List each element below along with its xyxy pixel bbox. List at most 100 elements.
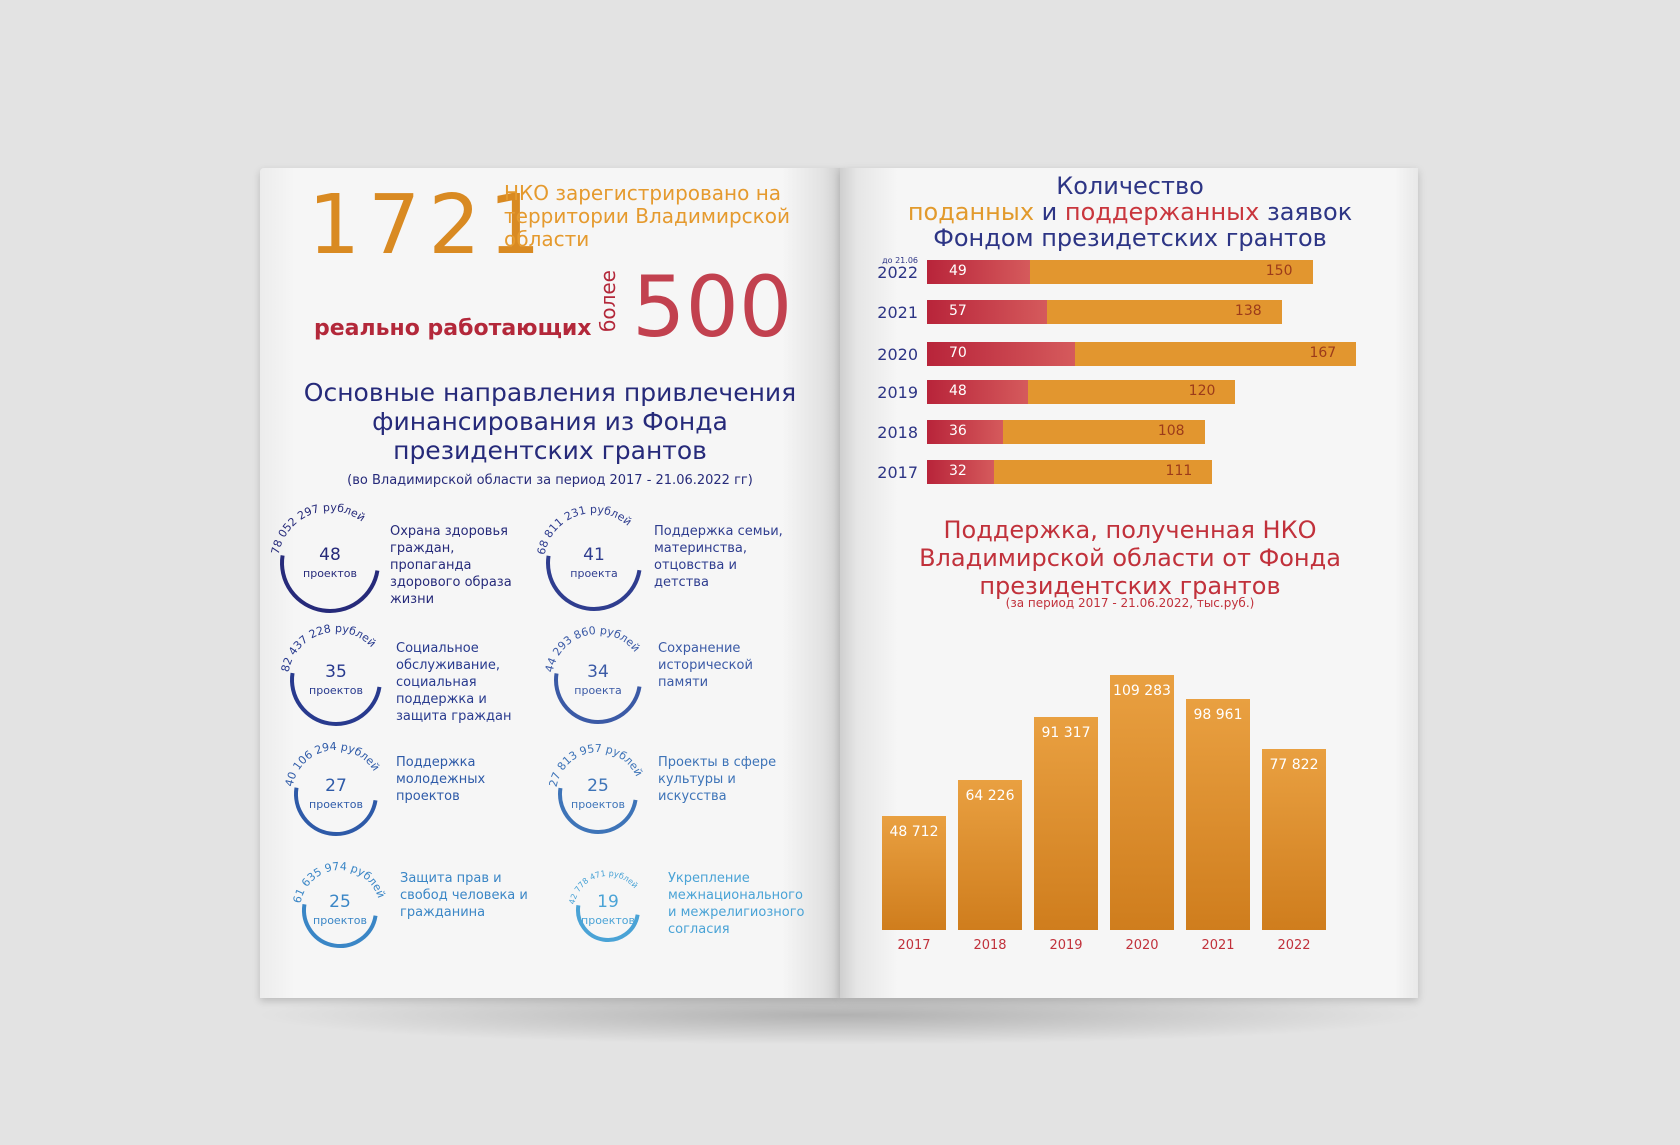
title-supported: поддержанных bbox=[1064, 198, 1260, 226]
support-bar-value: 64 226 bbox=[965, 788, 1015, 805]
direction-item: 40 106 294 рублей 27 проектов Поддержка мол… bbox=[283, 734, 534, 854]
bar-row: 36 108 bbox=[927, 420, 1205, 444]
direction-item: 27 813 957 рублей 25 проектов Проекты в сфе… bbox=[546, 734, 796, 854]
bar-row: 70 167 bbox=[927, 342, 1357, 366]
bar-supported-label: 49 bbox=[949, 263, 967, 279]
direction-ring-arc bbox=[558, 787, 638, 834]
bar-submitted-label: 120 bbox=[1188, 383, 1216, 399]
direction-desc: Защита прав и свобод человека и граждани… bbox=[400, 871, 528, 920]
bar-supported bbox=[927, 420, 1003, 444]
direction-unit: проекта bbox=[574, 684, 622, 697]
support-bar bbox=[1034, 717, 1098, 930]
bar-submitted-label: 111 bbox=[1165, 463, 1193, 479]
nko-count: 1721 bbox=[308, 178, 549, 273]
direction-ring-arc bbox=[294, 787, 378, 836]
direction-count: 25 bbox=[329, 892, 351, 912]
support-bar-value: 77 822 bbox=[1269, 756, 1319, 773]
direction-unit: проекта bbox=[570, 567, 618, 580]
bar-row: 48 120 bbox=[927, 380, 1236, 404]
support-bar-year: 2020 bbox=[1125, 938, 1159, 953]
direction-ring: 40 106 294 рублей bbox=[283, 740, 382, 836]
bar-row: 32 111 bbox=[927, 460, 1213, 484]
bar-supported-label: 70 bbox=[949, 345, 967, 361]
direction-desc: Поддержка семьи, материнства, отцовства … bbox=[654, 524, 783, 590]
support-bar bbox=[958, 780, 1022, 930]
bar-submitted-label: 150 bbox=[1265, 263, 1293, 279]
directions-title: Основные направления привлечения финанси… bbox=[303, 378, 797, 465]
direction-ring: 78 052 297 рублей bbox=[269, 501, 380, 613]
bar-year-label: 2018 bbox=[877, 423, 918, 442]
direction-desc: Охрана здоровья граждан, пропаганда здор… bbox=[390, 524, 512, 607]
bar-year-label: 2021 bbox=[877, 303, 918, 322]
direction-item: 82 437 228 рублей 35 проектов Социальное об… bbox=[279, 620, 534, 740]
direction-desc: Социальное обслуживание, социальная подд… bbox=[396, 641, 512, 724]
more-label: более bbox=[596, 270, 620, 332]
working-count: 500 bbox=[632, 258, 793, 356]
direction-ring: 82 437 228 рублей bbox=[279, 622, 382, 726]
bar-supported bbox=[927, 342, 1075, 366]
direction-unit: проектов bbox=[581, 914, 635, 927]
direction-count: 34 bbox=[587, 662, 609, 682]
direction-ring-arc bbox=[302, 904, 378, 948]
applications-title: Количество поданных и поддержанных заяво… bbox=[870, 173, 1390, 251]
directions-subtitle: (во Владимирской области за период 2017 … bbox=[347, 473, 753, 488]
bar-year-label: 2019 bbox=[877, 383, 918, 402]
working-label: реально работающих bbox=[314, 316, 592, 341]
support-bar bbox=[1186, 699, 1250, 930]
support-bar-year: 2018 bbox=[973, 938, 1007, 953]
title-and: и bbox=[1034, 198, 1065, 226]
direction-desc: Поддержка молодежных проектов bbox=[396, 755, 486, 804]
support-chart: 48 712 2017 64 226 2018 91 317 2019 109 283 202… bbox=[840, 618, 1418, 968]
bar-row: 49 150 bbox=[927, 260, 1313, 284]
left-page: 1721 НКО зарегистрировано на территории … bbox=[260, 168, 840, 998]
support-bar bbox=[882, 816, 946, 930]
support-bar bbox=[1110, 675, 1174, 930]
bar-year-note: до 21.06 bbox=[882, 256, 918, 265]
direction-ring: 68 811 231 рублей bbox=[535, 503, 642, 611]
right-page: Количество поданных и поддержанных заяво… bbox=[840, 168, 1418, 998]
applications-title-line2: поданных и поддержанных заявок bbox=[870, 199, 1390, 225]
title-submitted: поданных bbox=[907, 198, 1035, 226]
direction-item: 78 052 297 рублей 48 проектов Охрана здоров… bbox=[269, 501, 528, 623]
applications-title-line3: Фондом президетских грантов bbox=[933, 224, 1327, 252]
direction-desc: Укрепление межнационального и межрелигио… bbox=[668, 871, 805, 937]
support-bar-year: 2022 bbox=[1277, 938, 1311, 953]
title-apps: заявок bbox=[1259, 198, 1353, 226]
bar-supported bbox=[927, 380, 1029, 404]
support-bar-value: 98 961 bbox=[1193, 707, 1243, 724]
bar-supported-label: 57 bbox=[949, 303, 967, 319]
direction-count: 41 bbox=[583, 545, 605, 565]
direction-ring: 42 778 471 рублей bbox=[568, 869, 640, 942]
support-subtitle: (за период 2017 - 21.06.2022, тыс.руб.) bbox=[1005, 596, 1255, 610]
direction-count: 48 bbox=[319, 545, 341, 565]
direction-desc: Сохранение исторической памяти bbox=[658, 641, 753, 690]
bar-supported bbox=[927, 300, 1048, 324]
bar-year-label: 2017 bbox=[877, 463, 918, 482]
bar-year-label: 2022 bbox=[877, 263, 918, 282]
direction-unit: проектов bbox=[309, 798, 363, 811]
support-bar bbox=[1262, 748, 1326, 930]
bar-supported bbox=[927, 260, 1031, 284]
direction-unit: проектов bbox=[313, 914, 367, 927]
bar-row: 57 138 bbox=[927, 300, 1282, 324]
support-bar-year: 2021 bbox=[1201, 938, 1235, 953]
direction-item: 44 293 860 рублей 34 проекта Сохранение ист… bbox=[543, 620, 796, 740]
applications-title-line1: Количество bbox=[1056, 172, 1204, 200]
direction-ring-arc bbox=[290, 672, 382, 726]
bar-submitted-label: 167 bbox=[1309, 345, 1337, 361]
direction-item: 42 778 471 рублей 19 проектов Укрепление ме… bbox=[556, 850, 806, 970]
direction-ring: 44 293 860 рублей bbox=[543, 624, 643, 724]
direction-ring-arc bbox=[280, 555, 380, 613]
bar-supported-label: 32 bbox=[949, 463, 967, 479]
bar-year-label: 2020 bbox=[877, 345, 918, 364]
direction-count: 27 bbox=[325, 776, 347, 796]
support-bar-value: 109 283 bbox=[1113, 683, 1171, 700]
support-bar-year: 2017 bbox=[897, 938, 931, 953]
direction-count: 25 bbox=[587, 776, 609, 796]
direction-ring: 61 635 974 рублей bbox=[291, 860, 388, 948]
support-bar-year: 2019 bbox=[1049, 938, 1083, 953]
direction-count: 35 bbox=[325, 662, 347, 682]
bar-supported bbox=[927, 460, 995, 484]
support-bar-value: 91 317 bbox=[1041, 725, 1091, 742]
direction-item: 68 811 231 рублей 41 проекта Поддержка семь… bbox=[535, 503, 792, 623]
